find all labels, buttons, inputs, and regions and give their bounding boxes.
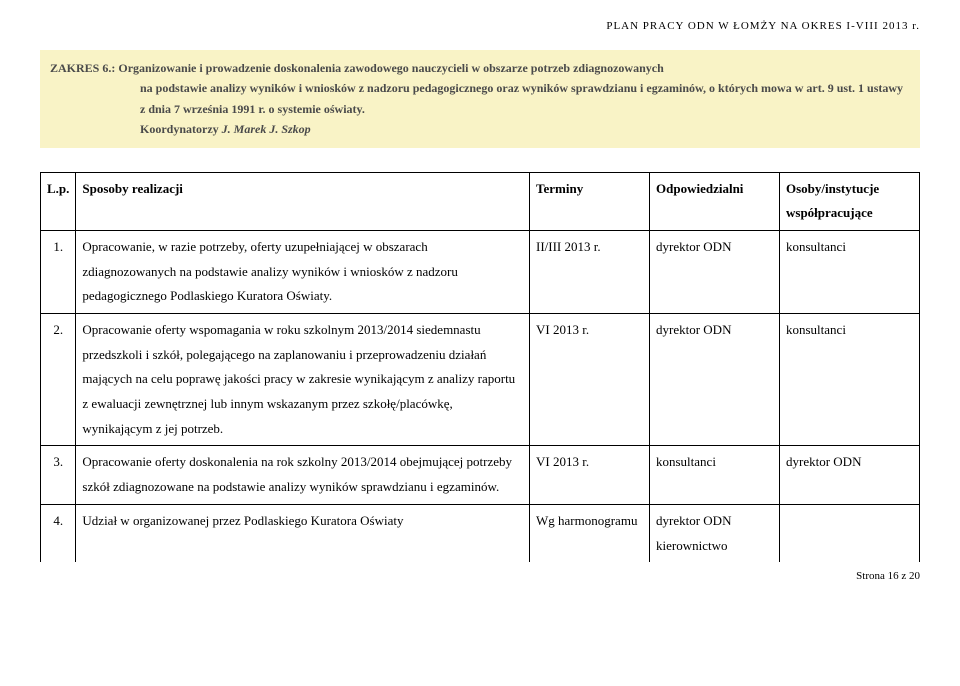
zakres-label: ZAKRES 6. [50, 61, 111, 75]
page-number: Strona 16 z 20 [856, 570, 920, 582]
cell-osoby [780, 504, 920, 562]
zakres-box: ZAKRES 6.: Organizowanie i prowadzenie d… [40, 50, 920, 148]
cell-terminy: II/III 2013 r. [530, 230, 650, 313]
th-terminy: Terminy [530, 172, 650, 230]
table-header-row: L.p. Sposoby realizacji Terminy Odpowied… [41, 172, 920, 230]
cell-odp: dyrektor ODN kierownictwo [650, 504, 780, 562]
page-footer: Strona 16 z 20 [40, 570, 920, 582]
cell-sposoby: Udział w organizowanej przez Podlaskiego… [76, 504, 530, 562]
coord-names: J. Marek J. Szkop [222, 122, 311, 136]
th-osoby: Osoby/instytucje współpracujące [780, 172, 920, 230]
page-header: PLAN PRACY ODN W ŁOMŻY NA OKRES I-VIII 2… [40, 20, 920, 32]
cell-osoby: konsultanci [780, 314, 920, 446]
coord-label: Koordynatorzy [140, 122, 219, 136]
cell-terminy: Wg harmonogramu [530, 504, 650, 562]
cell-sposoby: Opracowanie oferty doskonalenia na rok s… [76, 446, 530, 504]
th-lp: L.p. [41, 172, 76, 230]
th-odp: Odpowiedzialni [650, 172, 780, 230]
table-row: 3. Opracowanie oferty doskonalenia na ro… [41, 446, 920, 504]
cell-lp: 4. [41, 504, 76, 562]
cell-odp: dyrektor ODN [650, 230, 780, 313]
table-row: 4. Udział w organizowanej przez Podlaski… [41, 504, 920, 562]
table-row: 1. Opracowanie, w razie potrzeby, oferty… [41, 230, 920, 313]
cell-odp: dyrektor ODN [650, 314, 780, 446]
cell-odp: konsultanci [650, 446, 780, 504]
cell-sposoby: Opracowanie, w razie potrzeby, oferty uz… [76, 230, 530, 313]
header-title: PLAN PRACY ODN W ŁOMŻY NA OKRES I-VIII 2… [606, 20, 920, 32]
th-sposoby: Sposoby realizacji [76, 172, 530, 230]
cell-lp: 1. [41, 230, 76, 313]
cell-osoby: konsultanci [780, 230, 920, 313]
table-row: 2. Opracowanie oferty wspomagania w roku… [41, 314, 920, 446]
zakres-text-b: na podstawie analizy wyników i wniosków … [50, 78, 910, 119]
cell-lp: 3. [41, 446, 76, 504]
cell-lp: 2. [41, 314, 76, 446]
cell-sposoby: Opracowanie oferty wspomagania w roku sz… [76, 314, 530, 446]
cell-terminy: VI 2013 r. [530, 314, 650, 446]
cell-terminy: VI 2013 r. [530, 446, 650, 504]
zakres-text-a: : Organizowanie i prowadzenie doskonalen… [111, 61, 663, 75]
cell-osoby: dyrektor ODN [780, 446, 920, 504]
zakres-coord: Koordynatorzy J. Marek J. Szkop [50, 119, 910, 139]
main-table: L.p. Sposoby realizacji Terminy Odpowied… [40, 172, 920, 563]
